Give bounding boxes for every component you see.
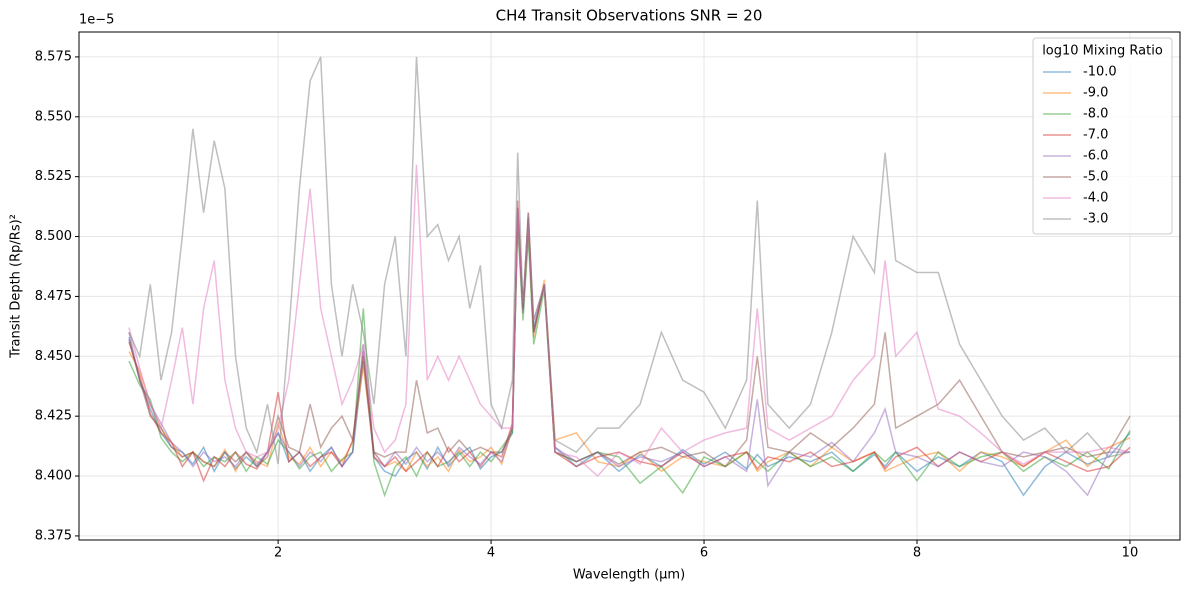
- y-tick-label: 8.400: [35, 469, 72, 484]
- chart-title: CH4 Transit Observations SNR = 20: [496, 7, 763, 25]
- x-tick-label: 4: [487, 546, 495, 561]
- series-line: [128, 200, 1131, 483]
- legend-title: log10 Mixing Ratio: [1042, 44, 1163, 59]
- series-line: [128, 56, 1131, 465]
- legend-label: -4.0: [1083, 191, 1108, 206]
- legend-label: -6.0: [1083, 149, 1108, 164]
- legend-label: -5.0: [1083, 170, 1108, 185]
- y-tick-label: 8.575: [35, 49, 72, 64]
- legend-label: -9.0: [1083, 86, 1108, 101]
- series-line: [128, 164, 1131, 478]
- y-offset-label: 1e−5: [79, 13, 114, 28]
- legend-label: -7.0: [1083, 128, 1108, 143]
- y-tick-label: 8.450: [35, 349, 72, 364]
- y-tick-label: 8.525: [35, 169, 72, 184]
- x-tick-label: 10: [1122, 546, 1139, 561]
- legend-label: -10.0: [1083, 65, 1117, 80]
- x-tick-label: 6: [700, 546, 708, 561]
- y-tick-label: 8.375: [35, 528, 72, 543]
- series-line: [128, 212, 1130, 497]
- grid: [79, 32, 1180, 540]
- y-axis-label: Transit Depth (Rp/Rs)²: [9, 214, 24, 359]
- ticks: 2 4 6 8 10 8.375 8.400 8.425 8.450 8.475 8.500 8.52…: [35, 49, 1138, 560]
- legend: log10 Mixing Ratio -10.0 -9.0 -8.0 -7.0 -6.0 -…: [1032, 37, 1173, 235]
- x-axis-label: Wavelength (μm): [573, 568, 685, 583]
- legend-label: -3.0: [1083, 212, 1108, 227]
- y-tick-label: 8.500: [35, 229, 72, 244]
- y-tick-label: 8.475: [35, 289, 72, 304]
- x-tick-label: 8: [913, 546, 921, 561]
- y-tick-label: 8.425: [35, 409, 72, 424]
- series-line: [128, 212, 1131, 468]
- legend-label: -8.0: [1083, 107, 1108, 122]
- series-line: [128, 217, 1131, 473]
- x-tick-label: 2: [274, 546, 282, 561]
- legend-box: [1032, 37, 1173, 235]
- axes-frame: [78, 31, 1181, 541]
- y-tick-label: 8.550: [35, 109, 72, 124]
- plot-lines: [128, 56, 1131, 498]
